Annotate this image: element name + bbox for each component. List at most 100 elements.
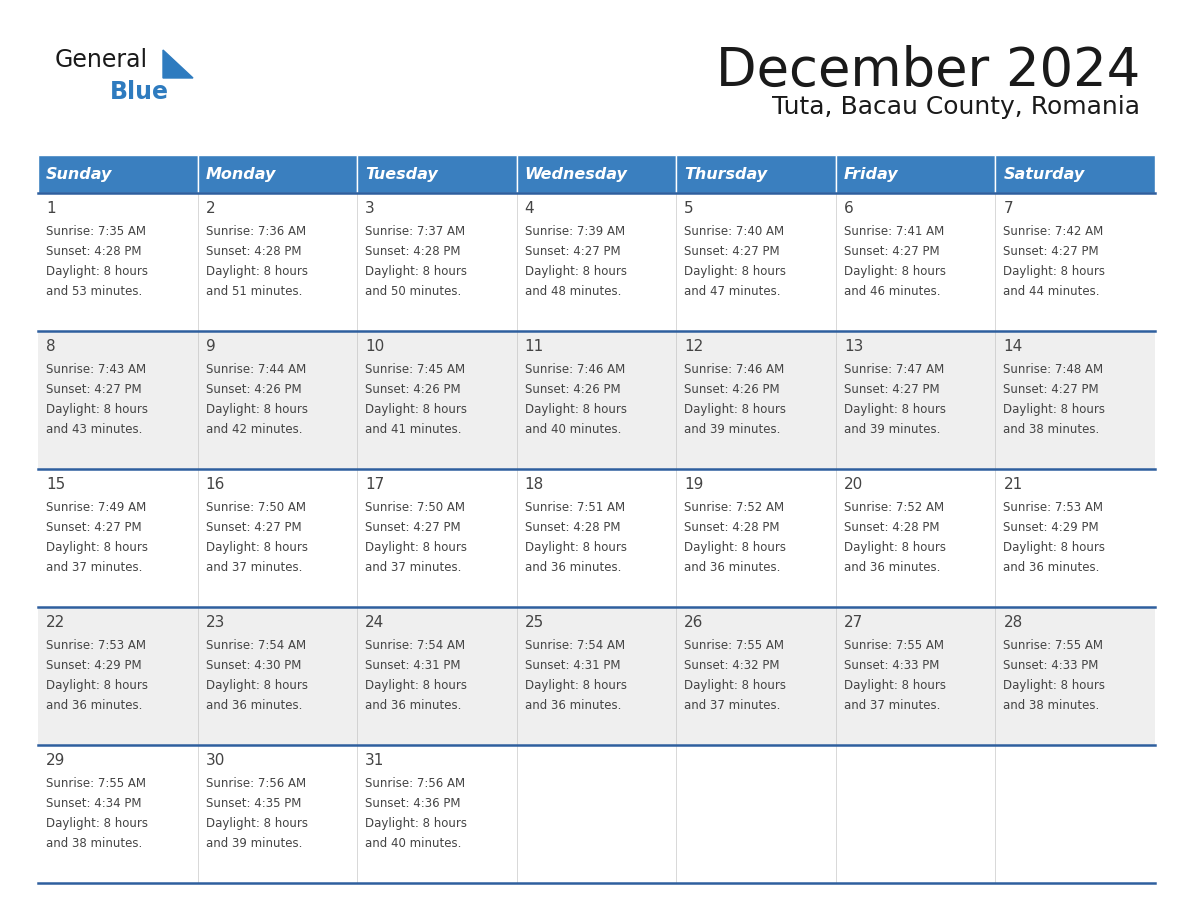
Text: and 53 minutes.: and 53 minutes. [46, 285, 143, 298]
Text: Sunrise: 7:43 AM: Sunrise: 7:43 AM [46, 363, 146, 376]
Text: and 36 minutes.: and 36 minutes. [525, 561, 621, 574]
Text: Sunrise: 7:55 AM: Sunrise: 7:55 AM [46, 777, 146, 790]
Text: Daylight: 8 hours: Daylight: 8 hours [206, 817, 308, 830]
Bar [676, 469, 836, 607]
Bar [996, 155, 1155, 193]
Text: Daylight: 8 hours: Daylight: 8 hours [46, 265, 148, 278]
Text: Sunset: 4:27 PM: Sunset: 4:27 PM [684, 245, 779, 258]
Text: Sunrise: 7:50 AM: Sunrise: 7:50 AM [365, 501, 466, 514]
Text: 28: 28 [1004, 615, 1023, 630]
Text: General: General [55, 48, 148, 72]
Text: and 36 minutes.: and 36 minutes. [365, 699, 461, 712]
Text: Sunrise: 7:36 AM: Sunrise: 7:36 AM [206, 225, 305, 238]
Text: 27: 27 [843, 615, 864, 630]
Text: 5: 5 [684, 201, 694, 216]
Text: and 40 minutes.: and 40 minutes. [365, 837, 461, 850]
Bar [996, 469, 1155, 607]
Text: and 51 minutes.: and 51 minutes. [206, 285, 302, 298]
Bar [517, 193, 676, 331]
Bar [676, 607, 836, 745]
Text: Sunrise: 7:35 AM: Sunrise: 7:35 AM [46, 225, 146, 238]
Text: Daylight: 8 hours: Daylight: 8 hours [684, 679, 786, 692]
Bar [836, 193, 996, 331]
Text: Blue: Blue [110, 80, 169, 104]
Text: 15: 15 [46, 477, 65, 492]
Bar [197, 745, 358, 883]
Text: Sunrise: 7:37 AM: Sunrise: 7:37 AM [365, 225, 466, 238]
Text: Monday: Monday [206, 166, 276, 182]
Text: 25: 25 [525, 615, 544, 630]
Text: and 36 minutes.: and 36 minutes. [46, 699, 143, 712]
Text: 1: 1 [46, 201, 56, 216]
Bar [996, 607, 1155, 745]
Text: Sunset: 4:31 PM: Sunset: 4:31 PM [525, 659, 620, 672]
Text: Sunset: 4:28 PM: Sunset: 4:28 PM [843, 521, 940, 534]
Text: Sunset: 4:36 PM: Sunset: 4:36 PM [365, 797, 461, 810]
Text: Sunset: 4:34 PM: Sunset: 4:34 PM [46, 797, 141, 810]
Text: Daylight: 8 hours: Daylight: 8 hours [206, 541, 308, 554]
Text: and 36 minutes.: and 36 minutes. [1004, 561, 1100, 574]
Text: and 48 minutes.: and 48 minutes. [525, 285, 621, 298]
Text: Sunset: 4:28 PM: Sunset: 4:28 PM [206, 245, 301, 258]
Text: Tuesday: Tuesday [365, 166, 438, 182]
Text: Sunset: 4:35 PM: Sunset: 4:35 PM [206, 797, 301, 810]
Text: Sunrise: 7:55 AM: Sunrise: 7:55 AM [684, 639, 784, 652]
Text: Sunset: 4:29 PM: Sunset: 4:29 PM [1004, 521, 1099, 534]
Bar [38, 193, 197, 331]
Bar [197, 607, 358, 745]
Text: Daylight: 8 hours: Daylight: 8 hours [1004, 265, 1105, 278]
Text: Friday: Friday [843, 166, 898, 182]
Bar [676, 745, 836, 883]
Text: Daylight: 8 hours: Daylight: 8 hours [46, 817, 148, 830]
Bar [517, 331, 676, 469]
Text: Daylight: 8 hours: Daylight: 8 hours [525, 679, 627, 692]
Bar [836, 331, 996, 469]
Text: 17: 17 [365, 477, 385, 492]
Text: Saturday: Saturday [1004, 166, 1085, 182]
Text: 22: 22 [46, 615, 65, 630]
Bar [517, 745, 676, 883]
Bar [38, 469, 197, 607]
Polygon shape [163, 50, 192, 78]
Text: Daylight: 8 hours: Daylight: 8 hours [843, 541, 946, 554]
Text: 4: 4 [525, 201, 535, 216]
Text: Sunrise: 7:42 AM: Sunrise: 7:42 AM [1004, 225, 1104, 238]
Text: Daylight: 8 hours: Daylight: 8 hours [684, 265, 786, 278]
Bar [836, 745, 996, 883]
Text: Sunrise: 7:49 AM: Sunrise: 7:49 AM [46, 501, 146, 514]
Text: Sunset: 4:26 PM: Sunset: 4:26 PM [525, 383, 620, 396]
Bar [517, 155, 676, 193]
Text: Daylight: 8 hours: Daylight: 8 hours [206, 265, 308, 278]
Text: Sunset: 4:28 PM: Sunset: 4:28 PM [365, 245, 461, 258]
Text: Daylight: 8 hours: Daylight: 8 hours [206, 403, 308, 416]
Text: Sunrise: 7:52 AM: Sunrise: 7:52 AM [843, 501, 944, 514]
Text: 2: 2 [206, 201, 215, 216]
Text: Sunrise: 7:53 AM: Sunrise: 7:53 AM [1004, 501, 1104, 514]
Text: Sunset: 4:26 PM: Sunset: 4:26 PM [206, 383, 302, 396]
Text: Sunset: 4:28 PM: Sunset: 4:28 PM [525, 521, 620, 534]
Text: Sunrise: 7:54 AM: Sunrise: 7:54 AM [525, 639, 625, 652]
Text: Sunset: 4:31 PM: Sunset: 4:31 PM [365, 659, 461, 672]
Bar [38, 607, 197, 745]
Text: Sunrise: 7:48 AM: Sunrise: 7:48 AM [1004, 363, 1104, 376]
Text: 30: 30 [206, 753, 225, 768]
Text: Daylight: 8 hours: Daylight: 8 hours [1004, 403, 1105, 416]
Text: December 2024: December 2024 [715, 45, 1140, 97]
Text: Sunrise: 7:54 AM: Sunrise: 7:54 AM [206, 639, 305, 652]
Text: Sunrise: 7:51 AM: Sunrise: 7:51 AM [525, 501, 625, 514]
Text: 11: 11 [525, 339, 544, 354]
Text: Daylight: 8 hours: Daylight: 8 hours [46, 541, 148, 554]
Text: Wednesday: Wednesday [525, 166, 627, 182]
Text: Sunset: 4:28 PM: Sunset: 4:28 PM [684, 521, 779, 534]
Text: 12: 12 [684, 339, 703, 354]
Bar [996, 193, 1155, 331]
Bar [358, 155, 517, 193]
Text: Thursday: Thursday [684, 166, 767, 182]
Text: Daylight: 8 hours: Daylight: 8 hours [46, 403, 148, 416]
Text: Sunset: 4:27 PM: Sunset: 4:27 PM [46, 521, 141, 534]
Text: Sunrise: 7:46 AM: Sunrise: 7:46 AM [525, 363, 625, 376]
Text: and 47 minutes.: and 47 minutes. [684, 285, 781, 298]
Text: Sunset: 4:26 PM: Sunset: 4:26 PM [365, 383, 461, 396]
Text: 10: 10 [365, 339, 385, 354]
Text: and 39 minutes.: and 39 minutes. [684, 423, 781, 436]
